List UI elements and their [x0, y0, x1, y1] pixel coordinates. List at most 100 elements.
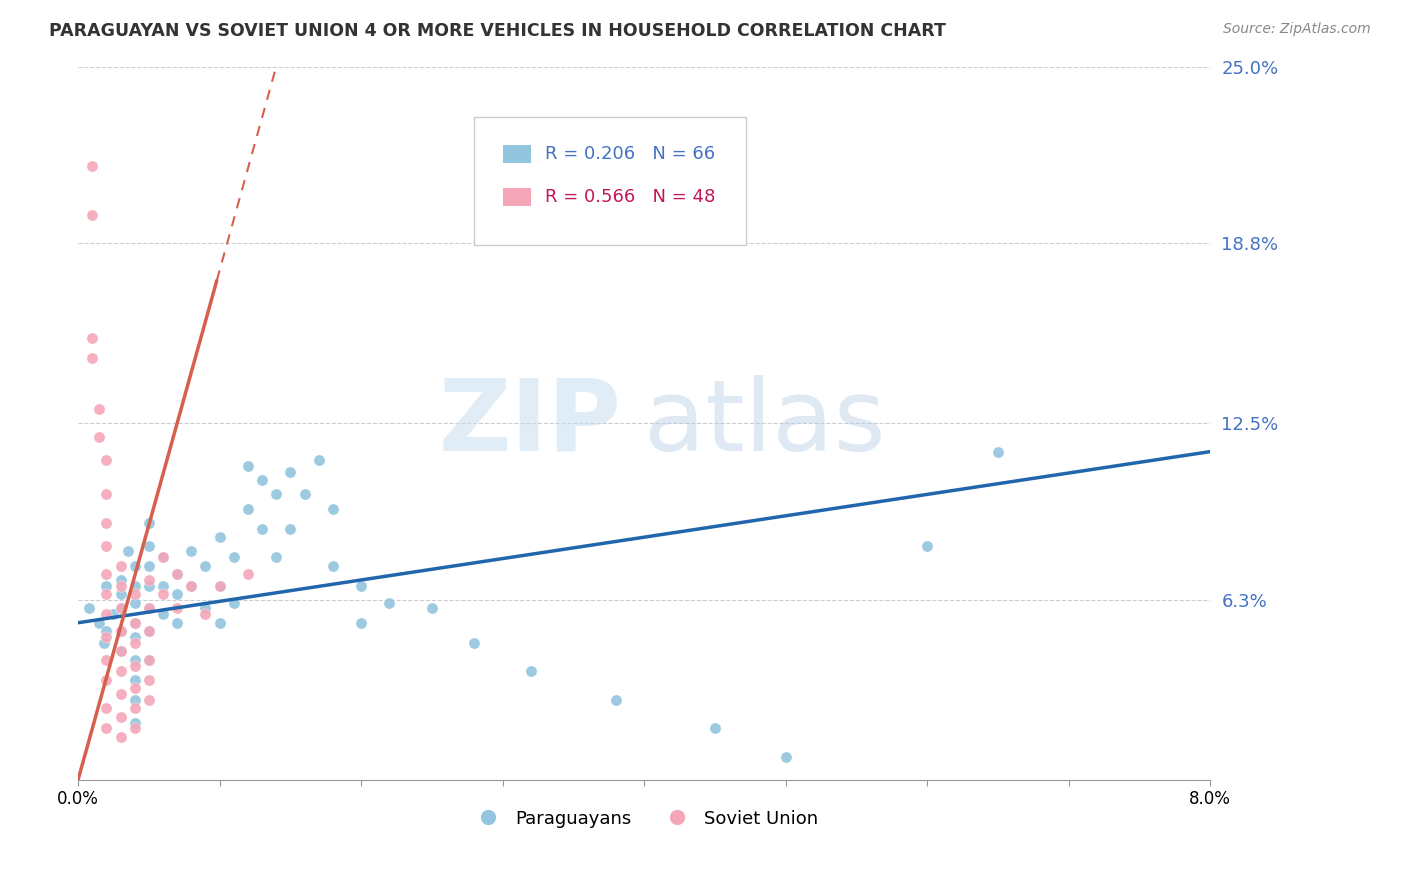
Point [152, 579, 174, 593]
Point [110, 624, 132, 639]
Point [138, 601, 160, 615]
Point [138, 673, 160, 687]
Point [96, 453, 118, 467]
Point [138, 624, 160, 639]
Point [93, 636, 115, 650]
Point [350, 579, 373, 593]
Point [152, 550, 174, 565]
Polygon shape [502, 188, 531, 206]
Legend: Paraguayans, Soviet Union: Paraguayans, Soviet Union [463, 802, 825, 835]
Point [294, 487, 316, 501]
Point [308, 453, 330, 467]
Point [236, 501, 259, 516]
Point [180, 544, 202, 558]
Point [110, 644, 132, 658]
FancyBboxPatch shape [474, 117, 747, 244]
Text: R = 0.566   N = 48: R = 0.566 N = 48 [544, 187, 714, 206]
Point [138, 653, 160, 667]
Point [250, 473, 273, 487]
Point [152, 587, 174, 601]
Point [166, 615, 188, 630]
Point [138, 624, 160, 639]
Point [96, 673, 118, 687]
Point [280, 465, 302, 479]
Polygon shape [502, 145, 531, 163]
Point [166, 587, 188, 601]
Point [250, 522, 273, 536]
Point [96, 630, 118, 644]
Point [180, 579, 202, 593]
Point [124, 579, 146, 593]
Point [605, 692, 627, 706]
Point [322, 558, 344, 573]
Text: ZIP: ZIP [439, 375, 621, 472]
Point [110, 558, 132, 573]
Point [110, 573, 132, 587]
Point [89, 401, 111, 416]
Point [915, 539, 938, 553]
Point [96, 721, 118, 735]
Point [463, 636, 485, 650]
Point [420, 601, 443, 615]
Point [703, 721, 725, 735]
Point [152, 550, 174, 565]
Point [138, 579, 160, 593]
Point [110, 601, 132, 615]
Point [124, 630, 146, 644]
Point [166, 601, 188, 615]
Point [96, 607, 118, 622]
Point [110, 587, 132, 601]
Point [82, 208, 104, 222]
Point [138, 558, 160, 573]
Point [96, 516, 118, 530]
Point [350, 615, 373, 630]
Point [117, 544, 139, 558]
Point [138, 601, 160, 615]
Point [82, 351, 104, 365]
Point [124, 615, 146, 630]
Point [222, 596, 245, 610]
Point [138, 653, 160, 667]
Point [194, 607, 217, 622]
Point [110, 644, 132, 658]
Point [264, 550, 287, 565]
Point [96, 653, 118, 667]
Point [124, 615, 146, 630]
Point [124, 673, 146, 687]
Point [775, 749, 797, 764]
Point [96, 487, 118, 501]
Point [96, 701, 118, 715]
Point [138, 573, 160, 587]
Point [124, 587, 146, 601]
Point [180, 579, 202, 593]
Point [520, 665, 543, 679]
Point [124, 596, 146, 610]
Point [138, 692, 160, 706]
Point [124, 721, 146, 735]
Point [96, 579, 118, 593]
Point [124, 715, 146, 730]
Text: PARAGUAYAN VS SOVIET UNION 4 OR MORE VEHICLES IN HOUSEHOLD CORRELATION CHART: PARAGUAYAN VS SOVIET UNION 4 OR MORE VEH… [49, 22, 946, 40]
Point [280, 522, 302, 536]
Point [208, 530, 231, 544]
Point [124, 701, 146, 715]
Point [124, 692, 146, 706]
Point [236, 567, 259, 582]
Point [79, 601, 101, 615]
Point [124, 653, 146, 667]
Point [82, 330, 104, 344]
Point [378, 596, 401, 610]
Point [166, 567, 188, 582]
Point [110, 665, 132, 679]
Point [236, 458, 259, 473]
Point [194, 601, 217, 615]
Point [110, 624, 132, 639]
Point [138, 539, 160, 553]
Point [194, 558, 217, 573]
Point [208, 615, 231, 630]
Point [110, 687, 132, 701]
Point [124, 658, 146, 673]
Point [124, 636, 146, 650]
Point [96, 539, 118, 553]
Point [222, 550, 245, 565]
